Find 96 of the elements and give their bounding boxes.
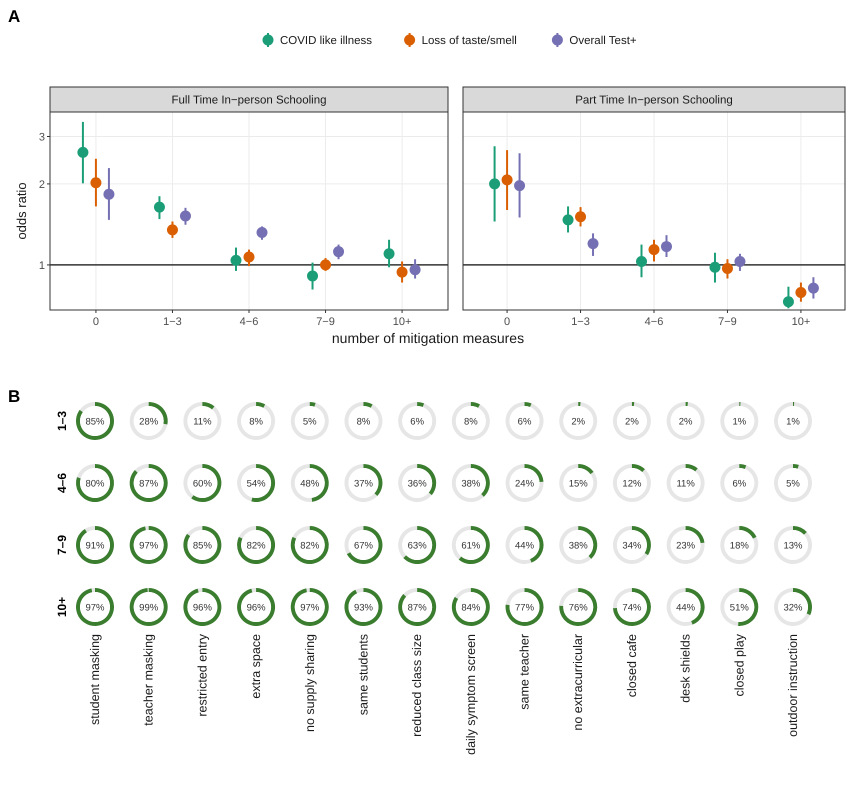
x-tick-label: no extracurricular: [571, 634, 586, 731]
data-label: 37%: [354, 478, 374, 490]
x-tick-label: daily symptom screen: [464, 634, 478, 755]
legend-label: Overall Test+: [569, 35, 637, 47]
x-tick-label: same teacher: [518, 634, 532, 710]
data-label: 6%: [410, 416, 425, 428]
data-label: 77%: [515, 602, 535, 614]
data-label: 82%: [300, 540, 320, 552]
x-tick-label: reduced class size: [410, 634, 424, 737]
x-tick-label: 1−3: [571, 316, 590, 328]
data-label: 97%: [139, 540, 159, 552]
data-label: 96%: [192, 602, 212, 614]
y-tick-label: 1–3: [55, 410, 69, 432]
y-tick-label: 1: [38, 260, 45, 272]
data-label: 32%: [783, 602, 804, 614]
data-label: 24%: [515, 478, 535, 490]
data-label: 8%: [356, 416, 371, 428]
data-label: 84%: [461, 602, 481, 614]
data-label: 61%: [461, 540, 481, 552]
data-label: 67%: [354, 540, 374, 552]
data-label: 76%: [568, 602, 588, 614]
x-tick-label: 10+: [392, 316, 412, 328]
data-label: 51%: [730, 602, 750, 614]
y-tick-label: 7–9: [55, 534, 69, 556]
data-label: 2%: [678, 416, 694, 428]
x-tick-label: restricted entry: [195, 633, 210, 717]
data-label: 97%: [85, 602, 106, 614]
data-label: 5%: [786, 478, 800, 490]
chart-title: Part Time In−person Schooling: [575, 94, 733, 106]
y-tick-label: 10+: [55, 596, 69, 618]
y-tick-label: 4–6: [55, 472, 69, 494]
data-label: 23%: [676, 540, 696, 552]
x-tick-label: teacher masking: [142, 634, 156, 726]
data-label: 8%: [249, 416, 264, 428]
data-label: 38%: [461, 478, 481, 490]
y-axis-title: odds ratio: [14, 182, 29, 240]
data-label: 44%: [676, 602, 696, 614]
x-axis-title: number of mitigation measures: [332, 330, 524, 346]
x-tick-label: 0: [504, 316, 510, 328]
data-label: 87%: [139, 478, 159, 490]
text: A: [8, 7, 20, 26]
data-label: 85%: [85, 416, 106, 428]
data-label: 6%: [518, 416, 532, 428]
data-label: 48%: [300, 478, 320, 490]
data-label: 11%: [676, 478, 696, 490]
data-label: 6%: [732, 478, 747, 490]
x-tick-label: 7−9: [718, 316, 737, 328]
x-tick-label: closed cafe: [624, 634, 639, 698]
x-tick-label: 7−9: [316, 316, 335, 328]
chart-title: Full Time In−person Schooling: [171, 94, 327, 106]
data-label: 8%: [464, 416, 478, 428]
data-label: 5%: [302, 416, 318, 428]
data-label: 2%: [625, 416, 640, 428]
x-tick-label: extra space: [249, 634, 264, 699]
x-tick-label: no supply sharing: [302, 634, 317, 732]
data-label: 44%: [515, 540, 535, 552]
data-label: 96%: [246, 602, 266, 614]
x-tick-label: 4−6: [240, 316, 258, 328]
x-tick-label: student masking: [88, 634, 102, 726]
x-tick-label: 10+: [792, 316, 810, 328]
legend-label: Loss of taste/smell: [422, 35, 517, 47]
data-label: 97%: [300, 602, 320, 614]
data-label: 13%: [783, 540, 804, 552]
data-label: 93%: [354, 602, 374, 614]
data-label: 80%: [85, 478, 106, 490]
data-label: 1%: [732, 416, 747, 428]
data-label: 18%: [730, 540, 750, 552]
data-label: 91%: [85, 540, 106, 552]
text: B: [8, 387, 20, 406]
data-label: 87%: [408, 602, 428, 614]
data-label: 85%: [192, 540, 212, 552]
data-label: 36%: [408, 478, 428, 490]
x-tick-label: same students: [356, 634, 370, 716]
data-label: 1%: [786, 416, 800, 428]
data-label: 54%: [246, 478, 266, 490]
x-tick-label: 0: [92, 316, 99, 328]
data-label: 60%: [192, 478, 212, 490]
data-label: 82%: [246, 540, 266, 552]
data-label: 38%: [568, 540, 588, 552]
y-tick-label: 3: [38, 132, 45, 144]
x-tick-label: 1−3: [163, 316, 182, 328]
x-tick-label: closed play: [732, 633, 746, 697]
data-label: 2%: [571, 416, 586, 428]
legend-label: COVID like illness: [280, 35, 372, 47]
x-tick-label: desk shields: [678, 634, 693, 703]
data-label: 99%: [139, 602, 159, 614]
data-label: 74%: [622, 602, 642, 614]
data-label: 28%: [139, 416, 159, 428]
data-label: 15%: [568, 478, 588, 490]
x-tick-label: 4−6: [644, 316, 664, 328]
y-tick-label: 2: [38, 178, 45, 191]
data-label: 11%: [193, 416, 212, 428]
x-tick-label: outdoor instruction: [786, 634, 800, 737]
data-label: 63%: [408, 540, 428, 552]
data-label: 34%: [622, 540, 642, 552]
data-label: 12%: [622, 478, 642, 490]
